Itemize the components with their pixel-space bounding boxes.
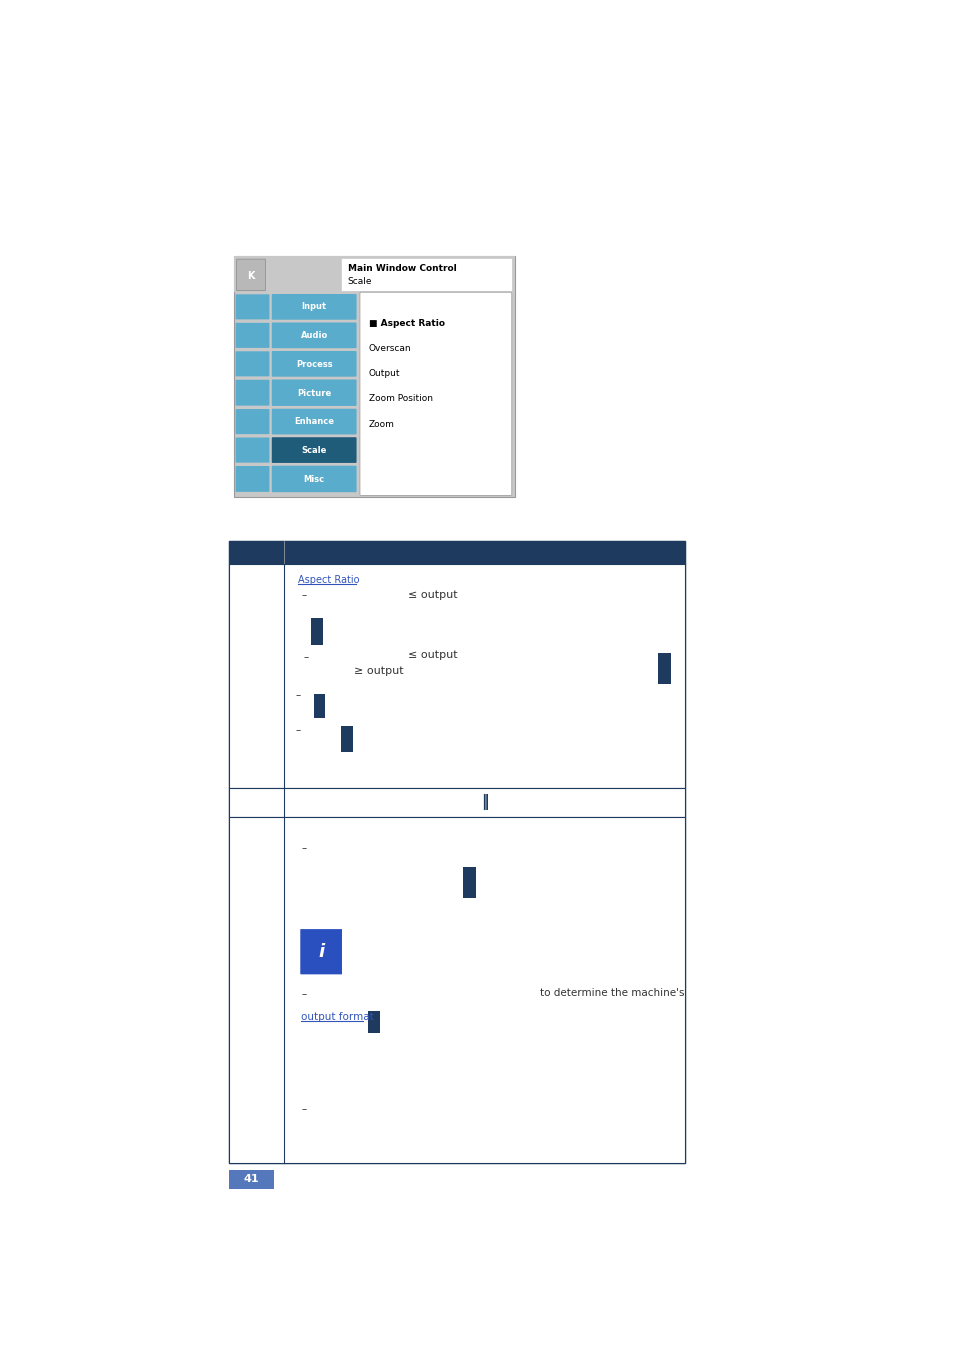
- Text: –: –: [301, 842, 306, 853]
- Bar: [229, 788, 684, 816]
- Bar: [340, 726, 353, 753]
- FancyBboxPatch shape: [359, 292, 511, 496]
- Text: Zoom Position: Zoom Position: [369, 394, 433, 403]
- Bar: [658, 653, 670, 684]
- FancyBboxPatch shape: [235, 294, 269, 320]
- Text: –: –: [295, 724, 301, 735]
- FancyBboxPatch shape: [341, 259, 512, 291]
- Text: Overscan: Overscan: [369, 344, 411, 353]
- Text: to determine the machine's: to determine the machine's: [539, 987, 684, 998]
- Text: Scale: Scale: [348, 276, 372, 286]
- Text: Input: Input: [301, 302, 326, 311]
- Bar: [314, 693, 324, 719]
- FancyBboxPatch shape: [272, 466, 356, 493]
- Text: Enhance: Enhance: [294, 417, 334, 427]
- Bar: [229, 816, 684, 1163]
- Text: Main Window Control: Main Window Control: [348, 264, 456, 274]
- Bar: [229, 1170, 274, 1189]
- FancyBboxPatch shape: [272, 294, 356, 320]
- FancyBboxPatch shape: [236, 259, 265, 291]
- FancyBboxPatch shape: [235, 409, 269, 435]
- Text: –: –: [303, 651, 309, 662]
- Bar: [229, 542, 684, 565]
- Text: –: –: [301, 590, 306, 600]
- Bar: [233, 256, 514, 497]
- FancyBboxPatch shape: [298, 927, 343, 976]
- FancyBboxPatch shape: [272, 379, 356, 406]
- Bar: [462, 867, 476, 898]
- Text: –: –: [295, 691, 301, 700]
- Text: ≥ output: ≥ output: [354, 666, 403, 676]
- Bar: [311, 619, 323, 646]
- Text: Zoom: Zoom: [369, 420, 395, 428]
- Text: ≤ output: ≤ output: [408, 590, 457, 600]
- Text: ≤ output: ≤ output: [408, 650, 457, 661]
- FancyBboxPatch shape: [235, 466, 269, 492]
- FancyBboxPatch shape: [272, 437, 356, 463]
- Text: Process: Process: [295, 360, 333, 368]
- Text: –: –: [301, 988, 306, 999]
- FancyBboxPatch shape: [235, 437, 269, 463]
- FancyBboxPatch shape: [235, 351, 269, 376]
- FancyBboxPatch shape: [272, 409, 356, 435]
- Text: Picture: Picture: [296, 389, 331, 398]
- Bar: [229, 565, 684, 788]
- Text: Misc: Misc: [303, 475, 324, 483]
- Bar: [229, 542, 684, 1163]
- FancyBboxPatch shape: [272, 322, 356, 348]
- Text: –: –: [301, 1105, 306, 1114]
- FancyBboxPatch shape: [235, 322, 269, 348]
- Text: Audio: Audio: [300, 332, 328, 340]
- FancyBboxPatch shape: [235, 379, 269, 406]
- Bar: [233, 256, 514, 292]
- Text: K: K: [247, 271, 254, 280]
- Text: ■ Aspect Ratio: ■ Aspect Ratio: [369, 320, 444, 328]
- Text: Scale: Scale: [301, 445, 327, 455]
- Text: i: i: [317, 942, 324, 961]
- Text: 41: 41: [243, 1174, 259, 1185]
- FancyBboxPatch shape: [272, 351, 356, 376]
- Text: Output: Output: [369, 370, 400, 378]
- Text: ‖: ‖: [480, 795, 488, 810]
- Text: Aspect Ratio: Aspect Ratio: [298, 575, 359, 585]
- Bar: [368, 1011, 379, 1033]
- Text: output format: output format: [301, 1013, 374, 1022]
